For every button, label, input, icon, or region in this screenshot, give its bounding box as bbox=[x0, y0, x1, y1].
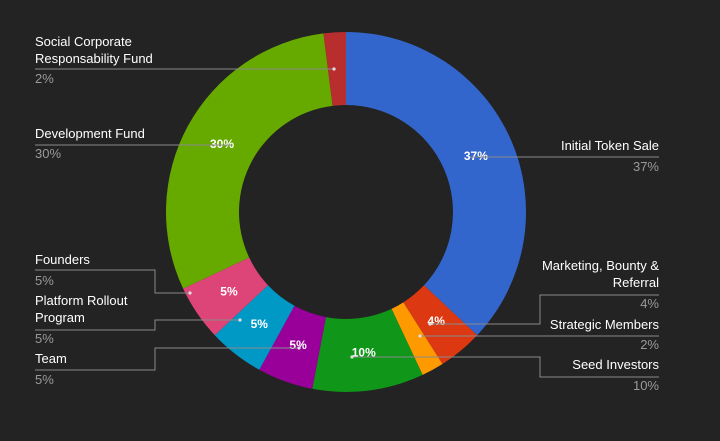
leader-dot-social-corporate-responsability-fund bbox=[332, 67, 336, 71]
callout-name-team: Team bbox=[35, 351, 67, 366]
leader-dot-team bbox=[297, 346, 301, 350]
leader-dot-marketing-bounty-referral bbox=[428, 322, 432, 326]
leader-dot-platform-rollout-program bbox=[238, 318, 242, 322]
callout-name-initial-token-sale: Initial Token Sale bbox=[561, 138, 659, 153]
callout-labels-layer: Initial Token Sale 37% Marketing, Bounty &… bbox=[35, 34, 659, 393]
callout-name-platform-rollout-program: Platform Rollout Program bbox=[35, 293, 128, 325]
leader-lines-layer bbox=[35, 67, 659, 378]
slice-value-label-team: 5% bbox=[289, 338, 307, 352]
leader-line-platform-rollout-program bbox=[35, 319, 240, 331]
callout-percent-platform-rollout-program: 5% bbox=[35, 331, 54, 346]
callout-percent-development-fund: 30% bbox=[35, 146, 61, 161]
leader-line-marketing-bounty-referral bbox=[430, 294, 659, 325]
slice-value-label-founders: 5% bbox=[220, 285, 238, 299]
callout-percent-seed-investors: 10% bbox=[633, 378, 659, 393]
leader-line-team bbox=[35, 347, 299, 371]
callout-name-marketing-bounty-referral: Marketing, Bounty & Referral bbox=[542, 258, 659, 290]
slice-value-label-marketing-bounty-referral: 4% bbox=[428, 314, 446, 328]
slice-initial-token-sale[interactable] bbox=[346, 32, 527, 336]
leader-line-founders bbox=[35, 269, 190, 294]
slices-layer: 37% 4% 10% 5% 5% 5% 30% bbox=[166, 32, 527, 392]
slice-seed-investors[interactable] bbox=[312, 308, 423, 392]
slice-team[interactable] bbox=[259, 305, 326, 389]
callout-percent-team: 5% bbox=[35, 372, 54, 387]
slice-value-label-seed-investors: 10% bbox=[352, 345, 376, 359]
slice-development-fund[interactable] bbox=[166, 33, 333, 289]
slice-founders[interactable] bbox=[183, 257, 269, 336]
slice-value-label-development-fund: 30% bbox=[210, 137, 234, 151]
callout-name-founders: Founders bbox=[35, 252, 90, 267]
slice-value-label-platform-rollout-program: 5% bbox=[251, 317, 269, 331]
slice-platform-rollout-program[interactable] bbox=[214, 285, 295, 370]
callout-percent-initial-token-sale: 37% bbox=[633, 159, 659, 174]
callout-name-social-corporate-responsability-fund: Social Corporate Responsability Fund bbox=[35, 34, 153, 66]
callout-percent-social-corporate-responsability-fund: 2% bbox=[35, 71, 54, 86]
leader-line-seed-investors bbox=[352, 356, 659, 378]
callout-percent-founders: 5% bbox=[35, 273, 54, 288]
callout-name-seed-investors: Seed Investors bbox=[572, 357, 659, 372]
slice-marketing-bounty-referral[interactable] bbox=[403, 285, 478, 364]
leader-dot-founders bbox=[188, 291, 192, 295]
slice-value-label-initial-token-sale: 37% bbox=[464, 149, 488, 163]
leader-dot-strategic-members bbox=[418, 334, 422, 338]
callout-name-development-fund: Development Fund bbox=[35, 126, 145, 141]
callout-percent-marketing-bounty-referral: 4% bbox=[640, 296, 659, 311]
callout-name-strategic-members: Strategic Members bbox=[550, 317, 660, 332]
leader-dot-seed-investors bbox=[350, 355, 354, 359]
callout-percent-strategic-members: 2% bbox=[640, 337, 659, 352]
